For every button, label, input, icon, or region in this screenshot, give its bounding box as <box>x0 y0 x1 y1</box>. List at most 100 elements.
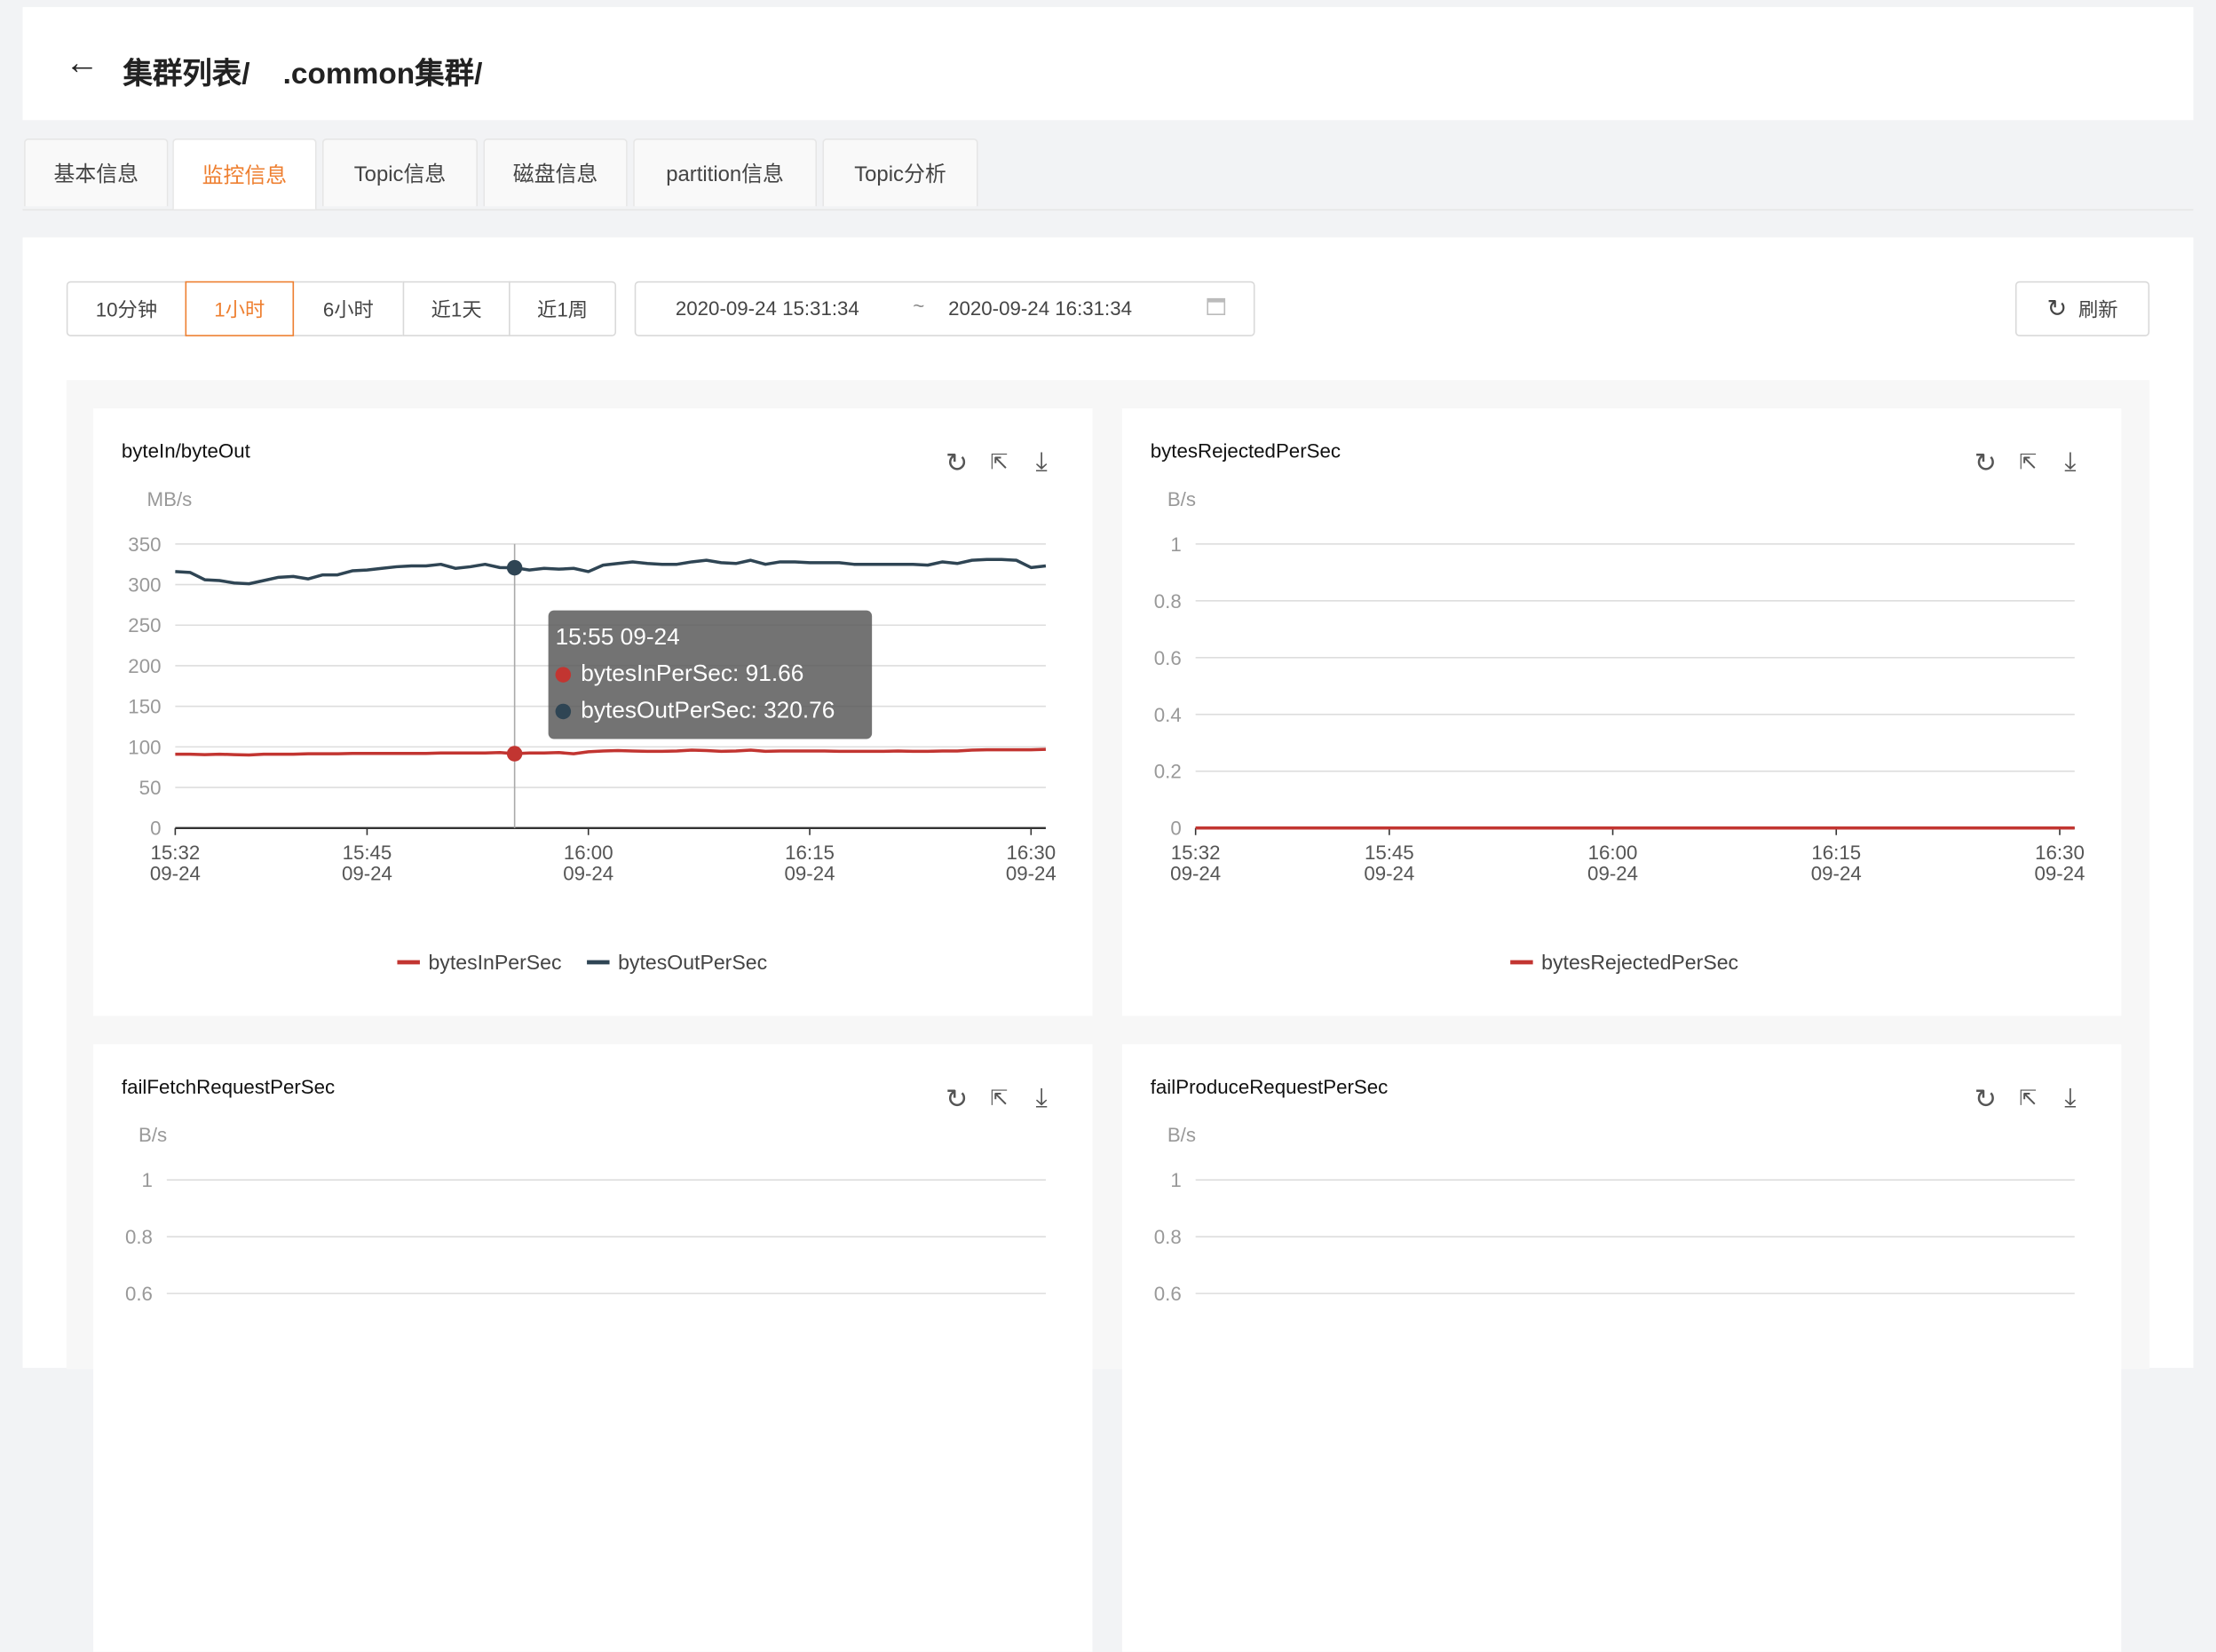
y-tick-label: 0.8 <box>1154 1226 1182 1248</box>
y-tick-label: 0.4 <box>1154 704 1182 726</box>
x-tick-label: 15:45 <box>343 842 392 864</box>
x-tick-date: 09-24 <box>1170 863 1221 885</box>
chart-card-bytes-rejected: B/s 0 0.2 0.4 0.6 0.8 1 15:32 09-24 15:45 09-24 16:… <box>1121 408 2122 1016</box>
time-1hour-button[interactable]: 1小时 <box>185 281 295 336</box>
arrow-left-icon[interactable]: ← <box>65 43 99 83</box>
x-tick-label: 16:00 <box>1588 842 1638 864</box>
tab-partition-info[interactable]: partition信息 <box>633 138 818 207</box>
fullscreen-icon[interactable]: ⇱ <box>2019 450 2038 475</box>
x-tick-label: 15:32 <box>1171 842 1221 864</box>
range-separator: ~ <box>913 294 925 317</box>
legend-label[interactable]: bytesOutPerSec <box>618 951 767 974</box>
y-tick-label: 0.8 <box>1154 590 1182 613</box>
reload-icon[interactable]: ↻ <box>945 449 969 479</box>
chart-card-fail-produce: B/s 0.6 0.8 1 failProduceRequestPerSec ↻ ⇱ ⤓ <box>1121 1044 2122 1652</box>
y-unit-label: B/s <box>1167 488 1196 510</box>
chart-tools: ↻ ⇱ ⤓ <box>1972 1084 2085 1117</box>
x-tick-label: 16:30 <box>1006 842 1056 864</box>
series-line-bytesInPerSec <box>175 747 1046 757</box>
tab-monitoring[interactable]: 监控信息 <box>172 138 317 209</box>
hover-point <box>506 746 523 762</box>
x-tick-date: 09-24 <box>1364 863 1414 885</box>
y-tick-label: 100 <box>128 736 161 758</box>
series-dot-icon <box>555 667 572 683</box>
y-tick-label: 0 <box>1170 818 1181 840</box>
tooltip-value: bytesInPerSec: 91.66 <box>581 660 804 687</box>
tab-topic-analysis[interactable]: Topic分析 <box>822 138 978 207</box>
x-tick-date: 09-24 <box>1006 863 1057 885</box>
time-1day-button[interactable]: 近1天 <box>402 281 510 336</box>
download-icon[interactable]: ⤓ <box>1035 447 1048 478</box>
fullscreen-icon[interactable]: ⇱ <box>990 450 1009 475</box>
x-tick-label: 16:00 <box>564 842 613 864</box>
chart-svg: MB/s05010015020025030035015:3209-2415:45… <box>128 488 1057 974</box>
chart-card-fail-fetch: B/s 0.6 0.8 1 failFetchRequestPerSec ↻ ⇱ ⤓ <box>93 1044 1093 1652</box>
x-tick-label: 15:32 <box>151 842 201 864</box>
x-tick-date: 09-24 <box>2035 863 2085 885</box>
series-dot-icon <box>555 703 572 720</box>
y-tick-label: 0.6 <box>1154 1283 1182 1305</box>
tooltip-row: bytesOutPerSec: 320.76 <box>555 692 866 729</box>
series-line-bytesOutPerSec <box>175 557 1047 586</box>
x-tick-label: 16:30 <box>2035 842 2085 864</box>
download-icon[interactable]: ⤓ <box>1035 1083 1048 1114</box>
range-end[interactable]: 2020-09-24 16:31:34 <box>948 296 1133 320</box>
y-tick-label: 0.6 <box>1154 647 1182 669</box>
tab-topic-info[interactable]: Topic信息 <box>321 138 479 207</box>
x-tick-label: 16:15 <box>1811 842 1861 864</box>
download-icon[interactable]: ⤓ <box>2064 1083 2077 1114</box>
page-header: ← 集群列表/ .common集群/ <box>22 6 2194 121</box>
y-tick-label: 200 <box>128 655 161 677</box>
calendar-icon[interactable] <box>1207 297 1226 315</box>
date-range-picker[interactable]: 2020-09-24 15:31:34 ~ 2020-09-24 16:31:3… <box>634 281 1255 336</box>
reload-icon[interactable]: ↻ <box>1974 449 1998 479</box>
tab-disk-info[interactable]: 磁盘信息 <box>483 138 628 207</box>
reload-icon[interactable]: ↻ <box>945 1085 969 1115</box>
y-tick-label: 350 <box>128 534 161 556</box>
tab-bar: 基本信息 监控信息 Topic信息 磁盘信息 partition信息 Topic… <box>22 138 2194 211</box>
fullscreen-icon[interactable]: ⇱ <box>990 1087 1009 1111</box>
x-tick-label: 16:15 <box>785 842 835 864</box>
x-tick-label: 15:45 <box>1365 842 1414 864</box>
tooltip-time: 15:55 09-24 <box>555 624 680 651</box>
legend-label[interactable]: bytesRejectedPerSec <box>1541 951 1738 974</box>
y-tick-label: 1 <box>1170 1169 1181 1191</box>
chart-title: failFetchRequestPerSec <box>121 1075 336 1098</box>
y-unit-label: MB/s <box>147 488 193 510</box>
reload-icon[interactable]: ↻ <box>1974 1085 1998 1115</box>
hover-point <box>506 559 523 576</box>
y-tick-label: 0 <box>150 818 161 840</box>
download-icon[interactable]: ⤓ <box>2064 447 2077 478</box>
time-1week-button[interactable]: 近1周 <box>509 281 617 336</box>
x-tick-date: 09-24 <box>342 863 392 885</box>
y-tick-label: 250 <box>128 614 161 636</box>
y-tick-label: 1 <box>1170 534 1181 556</box>
tooltip-value: bytesOutPerSec: 320.76 <box>581 698 835 724</box>
tooltip-row: bytesInPerSec: 91.66 <box>555 656 866 692</box>
tab-basic-info[interactable]: 基本信息 <box>24 138 169 207</box>
chart-tools: ↻ ⇱ ⤓ <box>943 1084 1056 1117</box>
range-start[interactable]: 2020-09-24 15:31:34 <box>675 296 859 320</box>
y-unit-label: B/s <box>138 1124 167 1146</box>
monitor-panel: 10分钟 1小时 6小时 近1天 近1周 2020-09-24 15:31:34… <box>22 237 2194 1652</box>
y-tick-label: 50 <box>139 777 162 799</box>
y-tick-label: 0.8 <box>125 1226 153 1248</box>
breadcrumb: 集群列表/ .common集群/ <box>123 58 483 91</box>
x-tick-date: 09-24 <box>150 863 201 885</box>
fullscreen-icon[interactable]: ⇱ <box>2019 1087 2038 1111</box>
chart-tools: ↻ ⇱ ⤓ <box>1972 448 2085 481</box>
y-unit-label: B/s <box>1167 1124 1196 1146</box>
refresh-icon: ↻ <box>2046 294 2068 322</box>
chart-title: bytesRejectedPerSec <box>1150 439 1341 462</box>
y-tick-label: 300 <box>128 574 161 597</box>
legend-label[interactable]: bytesInPerSec <box>428 951 561 974</box>
time-10min-button[interactable]: 10分钟 <box>66 281 187 336</box>
refresh-button[interactable]: ↻ 刷新 <box>2014 281 2150 336</box>
charts-grid: MB/s 0 50 100 150 200 250 300 350 15:32 09-24 15:45… <box>66 380 2150 1652</box>
x-tick-date: 09-24 <box>563 863 613 885</box>
chart-title: failProduceRequestPerSec <box>1150 1075 1389 1098</box>
time-6hour-button[interactable]: 6小时 <box>292 281 405 336</box>
x-tick-date: 09-24 <box>785 863 835 885</box>
x-tick-date: 09-24 <box>1587 863 1638 885</box>
chart-tools: ↻ ⇱ ⤓ <box>943 448 1056 481</box>
